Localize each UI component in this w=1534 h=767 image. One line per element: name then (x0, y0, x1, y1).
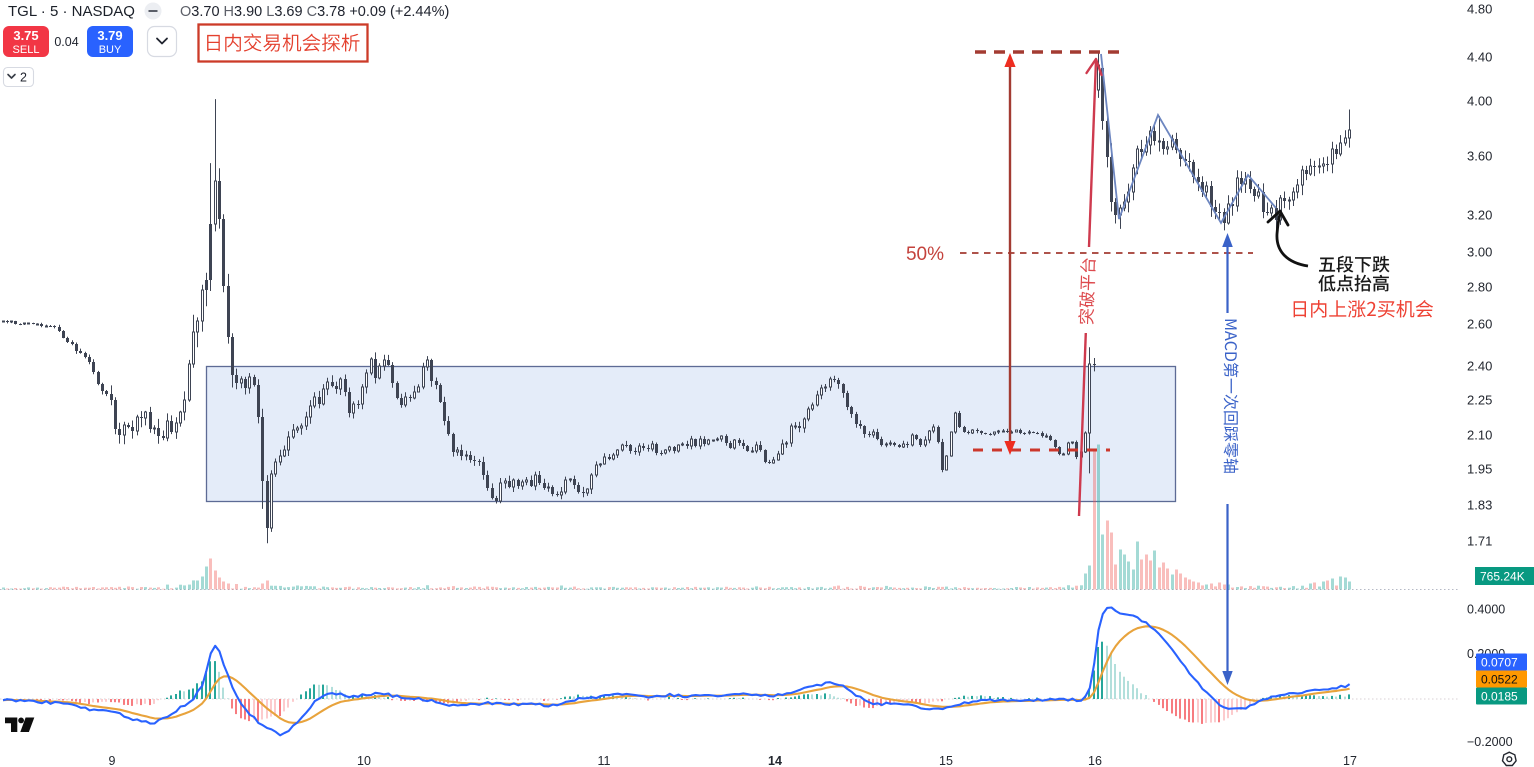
svg-text:2: 2 (20, 71, 27, 85)
svg-text:14: 14 (768, 754, 782, 767)
svg-text:1.71: 1.71 (1467, 534, 1492, 549)
svg-text:2.60: 2.60 (1467, 317, 1492, 332)
svg-text:−0.2000: −0.2000 (1467, 735, 1513, 749)
svg-text:0.0707: 0.0707 (1481, 656, 1518, 670)
svg-text:1.83: 1.83 (1467, 498, 1492, 513)
svg-text:4.40: 4.40 (1467, 50, 1492, 65)
svg-text:17: 17 (1343, 754, 1357, 767)
svg-text:3.60: 3.60 (1467, 149, 1492, 164)
svg-text:10: 10 (357, 754, 371, 767)
svg-text:9: 9 (109, 754, 116, 767)
svg-text:0.4000: 0.4000 (1467, 603, 1505, 617)
svg-text:2.10: 2.10 (1467, 428, 1492, 443)
svg-text:3.20: 3.20 (1467, 208, 1492, 223)
svg-text:3.00: 3.00 (1467, 245, 1492, 260)
svg-text:4.80: 4.80 (1467, 2, 1492, 17)
svg-text:765.24K: 765.24K (1480, 570, 1525, 584)
svg-text:1.95: 1.95 (1467, 462, 1492, 477)
svg-text:2.80: 2.80 (1467, 280, 1492, 295)
svg-text:BUY: BUY (99, 44, 122, 56)
svg-text:3.79: 3.79 (97, 28, 122, 43)
svg-text:0.0185: 0.0185 (1481, 690, 1518, 704)
svg-text:4.00: 4.00 (1467, 94, 1492, 109)
svg-text:15: 15 (939, 754, 953, 767)
svg-text:50%: 50% (906, 244, 944, 265)
svg-text:11: 11 (598, 754, 611, 767)
svg-text:TGL · 5 · NASDAQ: TGL · 5 · NASDAQ (8, 3, 135, 20)
svg-text:2.40: 2.40 (1467, 359, 1492, 374)
svg-text:3.75: 3.75 (13, 28, 38, 43)
svg-text:0.0522: 0.0522 (1481, 673, 1518, 687)
svg-text:SELL: SELL (13, 44, 40, 56)
svg-text:16: 16 (1088, 754, 1102, 767)
svg-text:0.04: 0.04 (54, 35, 78, 49)
svg-text:2.25: 2.25 (1467, 393, 1492, 408)
svg-text:O3.70 H3.90 L3.69 C3.78 +0.09: O3.70 H3.90 L3.69 C3.78 +0.09 (+2.44%) (180, 4, 449, 20)
